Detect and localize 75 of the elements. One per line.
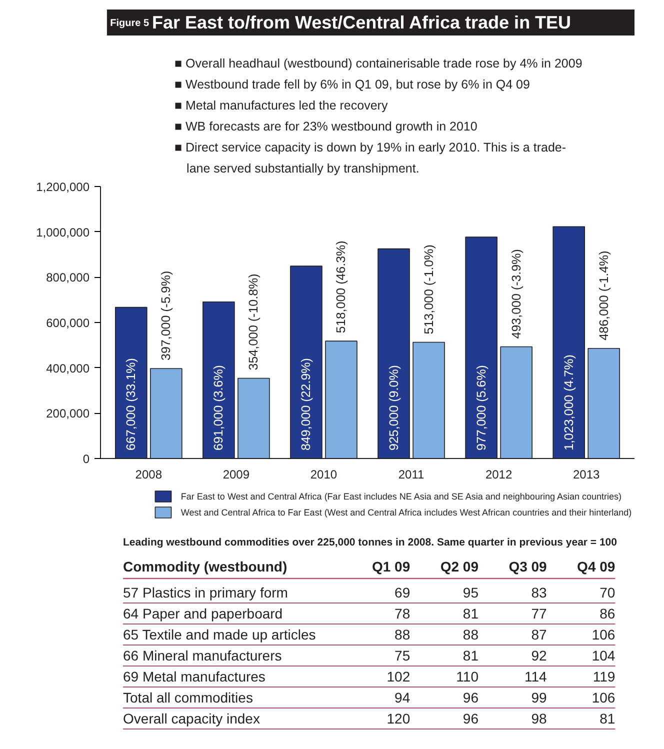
x-tick-label: 2012 bbox=[485, 468, 512, 482]
data-label: 849,000 (22.9%) bbox=[299, 358, 314, 450]
data-label: 83 bbox=[531, 584, 548, 600]
x-tick-label: 2008 bbox=[135, 468, 162, 482]
data-label: 106 bbox=[592, 626, 616, 642]
data-label: 120 bbox=[386, 710, 410, 726]
legend-label: West and Central Africa to Far East (West and Central Africa includes West African countries and their hinterland) bbox=[180, 508, 632, 518]
text: ■ Metal manufactures led the recovery bbox=[174, 98, 388, 112]
x-tick-label: Q3 09 bbox=[508, 558, 548, 574]
y-tick-label: 400,000 bbox=[46, 361, 90, 376]
data-label: 518,000 (46.3%) bbox=[334, 240, 348, 334]
data-label: 94 bbox=[394, 690, 410, 706]
data-label: 691,000 (3.6%) bbox=[212, 365, 226, 450]
data-label: 110 bbox=[456, 668, 479, 684]
y-tick-label: 64 Paper and paperboard bbox=[123, 606, 283, 622]
data-label: 977,000 (5.6%) bbox=[474, 365, 488, 450]
x-tick-label: 2011 bbox=[398, 468, 424, 482]
text: ■ Westbound trade fell by 6% in Q1 09, but rose by 6% in Q4 09 bbox=[174, 78, 530, 92]
data-label: 81 bbox=[462, 648, 479, 664]
data-label: 493,000 (-3.9%) bbox=[509, 249, 524, 339]
y-tick-label: 600,000 bbox=[46, 316, 90, 330]
data-label: 513,000 (-1.0%) bbox=[422, 244, 436, 334]
data-label: 486,000 (-1.4%) bbox=[596, 250, 611, 340]
data-label: 99 bbox=[531, 690, 548, 706]
x-tick-label: 2010 bbox=[310, 468, 338, 482]
data-label: 78 bbox=[394, 606, 410, 622]
y-tick-label: 57 Plastics in primary form bbox=[123, 584, 288, 600]
chart-title: Far East to/from West/Central Africa trade in TEU bbox=[152, 12, 572, 32]
data-label: 667,000 (33.1%) bbox=[124, 358, 138, 450]
data-label: 87 bbox=[531, 626, 548, 642]
y-axis-title: Commodity (westbound) bbox=[123, 558, 288, 574]
data-label: 98 bbox=[531, 710, 548, 726]
y-tick-label: Overall capacity index bbox=[123, 710, 260, 726]
y-tick-label: 65 Textile and made up articles bbox=[123, 626, 316, 642]
data-label: 96 bbox=[462, 710, 479, 726]
caption: Figure 5 bbox=[110, 18, 150, 29]
data-label: 95 bbox=[462, 584, 479, 600]
data-label: 106 bbox=[592, 690, 616, 706]
y-tick-label: 200,000 bbox=[46, 406, 90, 421]
data-label: 102 bbox=[386, 668, 410, 684]
data-label: 96 bbox=[462, 690, 479, 706]
text: ■ Direct service capacity is down by 19% in early 2010. This is a trade-lane served substantially by transhipment. bbox=[174, 140, 566, 176]
data-label: 70 bbox=[600, 584, 616, 600]
data-label: 114 bbox=[524, 668, 548, 684]
data-label: 397,000 (-5.9%) bbox=[159, 270, 174, 361]
y-tick-label: 1,200,000 bbox=[36, 180, 90, 194]
y-tick-label: 1,000,000 bbox=[36, 225, 90, 240]
data-label: 104 bbox=[592, 648, 616, 664]
x-tick-label: 2013 bbox=[573, 468, 600, 482]
x-tick-label: Q1 09 bbox=[372, 558, 410, 574]
y-tick-label: 66 Mineral manufacturers bbox=[123, 648, 282, 664]
text: ■ Overall headhaul (westbound) containerisable trade rose by 4% in 2009 bbox=[174, 56, 582, 70]
data-label: 119 bbox=[592, 668, 616, 684]
data-label: 75 bbox=[394, 648, 410, 664]
data-label: 69 bbox=[394, 584, 410, 600]
legend-label: Far East to West and Central Africa (Far East includes NE Asia and SE Asia and neighbouring Asian countries) bbox=[180, 492, 622, 502]
data-label: 88 bbox=[462, 626, 479, 642]
data-label: 925,000 (9.0%) bbox=[386, 365, 401, 450]
x-tick-label: 2009 bbox=[222, 468, 250, 482]
x-tick-label: Q2 09 bbox=[440, 558, 479, 574]
text: ■ WB forecasts are for 23% westbound growth in 2010 bbox=[174, 120, 478, 134]
y-tick-label: 69 Metal manufactures bbox=[123, 668, 266, 684]
data-label: 92 bbox=[531, 648, 548, 664]
data-label: 86 bbox=[600, 606, 616, 622]
data-label: 81 bbox=[462, 606, 479, 622]
data-label: 354,000 (-10.8%) bbox=[246, 274, 261, 370]
data-label: 1,023,000 (4.7%) bbox=[562, 354, 576, 450]
chart-title: Leading westbound commodities over 225,000 tonnes in 2008. Same quarter in previous year = 100 bbox=[123, 536, 618, 548]
x-tick-label: Q4 09 bbox=[577, 558, 616, 574]
y-tick-label: 0 bbox=[82, 452, 90, 466]
data-label: 88 bbox=[394, 626, 410, 642]
data-label: 77 bbox=[531, 606, 548, 622]
data-label: 81 bbox=[600, 710, 616, 726]
y-tick-label: 800,000 bbox=[46, 270, 90, 285]
y-tick-label: Total all commodities bbox=[123, 690, 253, 706]
